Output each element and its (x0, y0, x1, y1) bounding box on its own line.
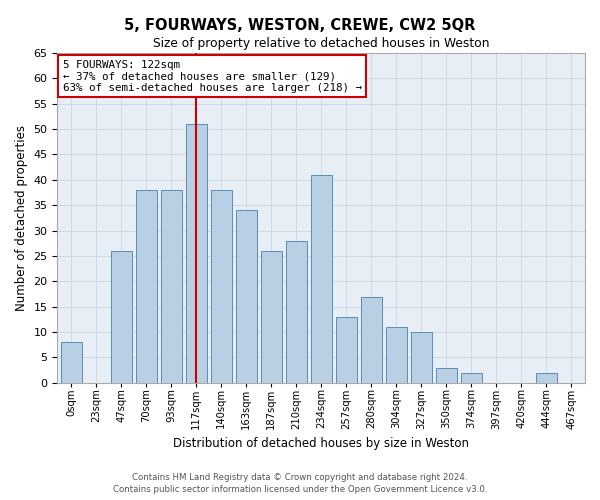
Bar (286, 240, 307, 382)
Text: 5 FOURWAYS: 122sqm
← 37% of detached houses are smaller (129)
63% of semi-detach: 5 FOURWAYS: 122sqm ← 37% of detached hou… (62, 60, 362, 93)
Bar (211, 190, 232, 382)
Bar (436, 368, 457, 382)
Title: Size of property relative to detached houses in Weston: Size of property relative to detached ho… (153, 38, 490, 51)
Bar (410, 332, 432, 382)
Bar (335, 317, 357, 382)
Y-axis label: Number of detached properties: Number of detached properties (15, 125, 28, 311)
X-axis label: Distribution of detached houses by size in Weston: Distribution of detached houses by size … (173, 437, 469, 450)
Bar (311, 175, 332, 382)
Bar (136, 190, 157, 382)
Bar (61, 342, 82, 382)
Bar (386, 327, 407, 382)
Bar (536, 372, 557, 382)
Bar (260, 251, 282, 382)
Bar (161, 190, 182, 382)
Bar (185, 124, 207, 382)
Text: 5, FOURWAYS, WESTON, CREWE, CW2 5QR: 5, FOURWAYS, WESTON, CREWE, CW2 5QR (124, 18, 476, 32)
Bar (236, 210, 257, 382)
Bar (361, 296, 382, 382)
Bar (110, 251, 132, 382)
Bar (461, 372, 482, 382)
Text: Contains HM Land Registry data © Crown copyright and database right 2024.
Contai: Contains HM Land Registry data © Crown c… (113, 472, 487, 494)
